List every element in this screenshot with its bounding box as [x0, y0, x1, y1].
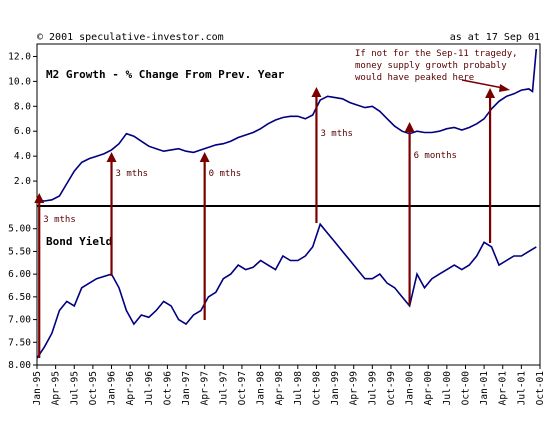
bond-yield-line: [36, 222, 537, 359]
xtick-label: Oct-96: [162, 371, 173, 406]
bond-title: Bond Yield: [46, 235, 112, 248]
arrow-label: 0 mths: [209, 169, 242, 179]
lead-arrow-head: [34, 193, 45, 203]
xtick-label: Oct-00: [460, 371, 471, 406]
bond-ytick-label: 7.00: [8, 315, 31, 326]
xtick-label: Apr-99: [349, 371, 360, 406]
arrow-layer: 3 mths 3 mths 0 mths 3 mths 6 months: [34, 79, 510, 358]
bond-ytick-label: 5.00: [8, 224, 31, 235]
xtick-label: Jul-97: [218, 371, 229, 405]
xtick-label: Jan-98: [256, 371, 267, 406]
xtick-label: Oct-95: [88, 371, 99, 405]
xtick-label: Jan-01: [479, 371, 490, 406]
xtick-label: Jul-01: [516, 371, 527, 406]
callout-line-1: If not for the Sep-11 tragedy,: [355, 49, 518, 59]
arrow-label: 6 months: [414, 151, 457, 161]
arrow-label: 3 mths: [116, 169, 149, 179]
m2-ytick-label: 4.0: [14, 151, 31, 162]
m2-growth-line: [36, 48, 538, 202]
xtick-label: Oct-01: [535, 371, 546, 406]
arrow-label: 3 mths: [43, 215, 76, 225]
xtick-label: Apr-01: [498, 371, 509, 406]
xtick-label: Jan-96: [107, 371, 118, 406]
lead-arrow-head: [106, 152, 117, 162]
callout-arrow-head: [499, 84, 510, 92]
m2-title: M2 Growth - % Change From Prev. Year: [46, 68, 285, 81]
plot-frame: [36, 43, 541, 366]
xtick-label: Jul-95: [69, 371, 80, 405]
xtick-label: Jul-96: [144, 371, 155, 406]
lead-arrow-head: [404, 122, 415, 132]
m2-ytick-label: 10.0: [8, 76, 31, 87]
lead-arrow-head: [485, 88, 496, 98]
lead-arrow-head: [311, 87, 322, 97]
xtick-label: Jan-99: [330, 371, 341, 406]
as-of-date: as at 17 Sep 01: [450, 32, 540, 43]
series-layer: [36, 48, 538, 359]
xtick-label: Apr-98: [274, 371, 285, 406]
lead-arrow-head: [199, 152, 210, 162]
xtick-label: Jan-97: [181, 371, 192, 405]
bond-ytick-label: 6.50: [8, 292, 31, 303]
xtick-label: Oct-99: [386, 371, 397, 406]
copyright-text: © 2001 speculative-investor.com: [37, 32, 224, 43]
xtick-label: Apr-96: [125, 371, 136, 406]
bond-ytick-label: 7.50: [8, 337, 31, 348]
xtick-label: Jan-00: [405, 371, 416, 406]
xtick-label: Apr-00: [423, 371, 434, 406]
m2-ytick-label: 8.0: [14, 101, 31, 112]
xtick-label: Apr-95: [51, 371, 62, 405]
xtick-label: Jan-95: [32, 371, 43, 405]
m2-ytick-label: 12.0: [8, 51, 31, 62]
xtick-label: Jul-98: [293, 371, 304, 406]
bond-ytick-label: 6.00: [8, 269, 31, 280]
m2-ytick-label: 6.0: [14, 126, 31, 137]
ticks-layer: 2.0 4.0 6.0 8.0 10.0 12.0 5.00 5.50 6.00 6.50 7.00…: [8, 51, 546, 405]
bond-ytick-label: 5.50: [8, 246, 31, 257]
xtick-label: Oct-97: [237, 371, 248, 405]
xtick-label: Apr-97: [200, 371, 211, 405]
bond-ytick-label: 8.00: [8, 360, 31, 371]
xtick-label: Jul-99: [367, 371, 378, 406]
xtick-label: Oct-98: [311, 371, 322, 406]
arrow-label: 3 mths: [320, 129, 353, 139]
callout-arrow-shaft: [461, 79, 504, 89]
callout-line-3: would have peaked here: [355, 73, 474, 83]
xtick-label: Jul-00: [442, 371, 453, 406]
callout-line-2: money supply growth probably: [355, 61, 507, 71]
m2-ytick-label: 2.0: [14, 176, 31, 187]
